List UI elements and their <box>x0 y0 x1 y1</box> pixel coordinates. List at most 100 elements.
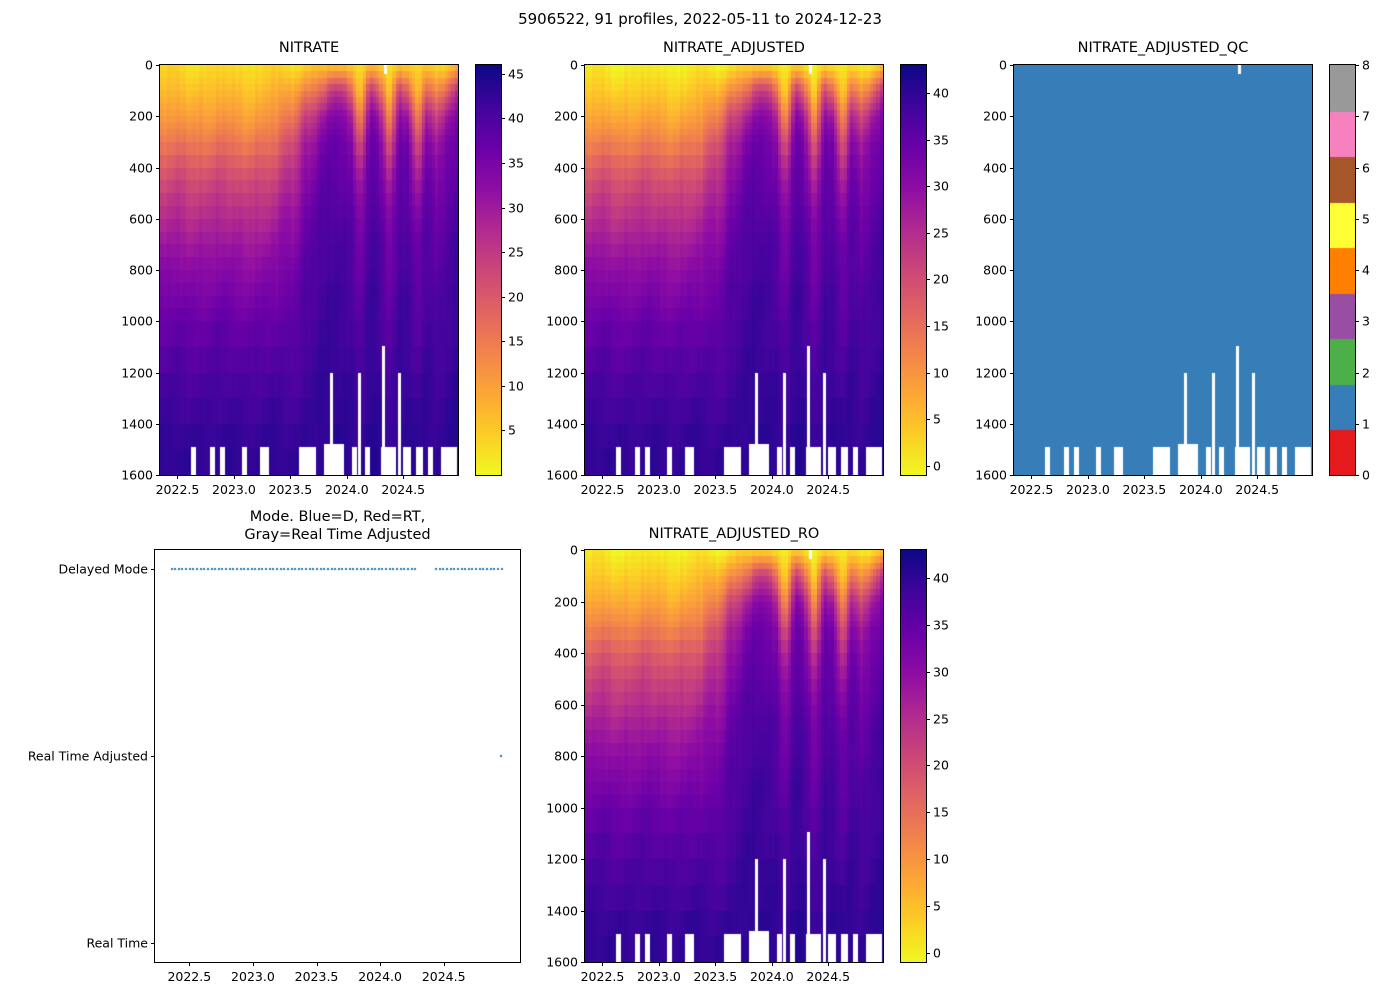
mode-plot-title: Mode. Blue=D, Red=RT, Gray=Real Time Adj… <box>155 509 520 544</box>
tick-label: 2024.0 <box>749 969 794 984</box>
tick-label: 15 <box>933 318 949 334</box>
tick-label: 1000 <box>975 313 1007 329</box>
tick-mark <box>581 372 585 374</box>
tick-label: 35 <box>933 617 949 633</box>
tick-mark <box>443 962 445 966</box>
tick-mark <box>926 905 930 907</box>
tick-mark <box>715 962 717 966</box>
tick-label: 5 <box>1362 211 1370 227</box>
tick-mark <box>156 475 160 476</box>
tick-mark <box>581 807 585 809</box>
tick-label: 5 <box>933 898 941 914</box>
tick-mark <box>581 321 585 323</box>
tick-mark <box>581 270 585 271</box>
tick-mark <box>926 92 930 94</box>
tick-mark <box>926 186 930 188</box>
tick-label: 0 <box>933 945 941 961</box>
tick-mark <box>926 232 930 234</box>
tick-mark <box>156 116 160 118</box>
tick-label: 40 <box>933 570 949 586</box>
tick-mark <box>926 671 930 673</box>
tick-mark <box>1355 270 1359 271</box>
tick-label: 10 <box>508 378 524 394</box>
nitrate-adjusted-qc-title: NITRATE_ADJUSTED_QC <box>1077 40 1249 56</box>
tick-label: 2023.5 <box>693 969 738 984</box>
tick-label: Real Time Adjusted <box>27 748 148 764</box>
tick-mark <box>151 756 155 757</box>
tick-mark <box>926 465 930 467</box>
tick-label: 40 <box>933 85 949 101</box>
tick-label: 2022.5 <box>580 482 625 497</box>
tick-mark <box>1355 372 1359 374</box>
tick-mark <box>581 167 585 169</box>
tick-label: 1400 <box>975 416 1007 432</box>
tick-mark <box>1355 321 1359 323</box>
tick-label: 15 <box>933 804 949 820</box>
tick-label: 2022.5 <box>155 482 200 497</box>
tick-label: 400 <box>554 645 578 661</box>
tick-label: 200 <box>983 108 1007 124</box>
tick-label: 2024.0 <box>1178 482 1223 497</box>
tick-label: 400 <box>129 160 153 175</box>
tick-label: 1200 <box>975 365 1007 380</box>
tick-label: 10 <box>933 851 949 867</box>
tick-mark <box>1010 65 1014 66</box>
tick-mark <box>1355 423 1359 425</box>
tick-mark <box>1010 270 1014 271</box>
tick-label: 2 <box>1362 365 1370 380</box>
tick-label: 1400 <box>546 416 578 432</box>
tick-mark <box>581 859 585 860</box>
tick-label: 20 <box>933 271 949 287</box>
tick-label: 2023.0 <box>637 482 681 497</box>
tick-label: 1600 <box>975 467 1007 483</box>
tick-label: 20 <box>508 289 524 305</box>
tick-mark <box>501 73 505 75</box>
tick-label: 4 <box>1362 262 1370 278</box>
tick-label: 2023.0 <box>231 969 275 984</box>
tick-label: 2024.0 <box>749 482 794 497</box>
tick-mark <box>771 475 773 479</box>
tick-mark <box>151 943 155 945</box>
tick-label: 0 <box>145 57 153 73</box>
tick-label: 600 <box>983 211 1007 227</box>
tick-mark <box>581 704 585 706</box>
tick-mark <box>926 139 930 141</box>
tick-mark <box>403 475 405 479</box>
nitrate-title: NITRATE <box>278 40 340 56</box>
tick-label: 2022.5 <box>167 969 212 984</box>
tick-mark <box>1087 475 1089 479</box>
tick-label: 400 <box>554 160 578 175</box>
tick-mark <box>1010 116 1014 118</box>
tick-mark <box>828 475 830 479</box>
tick-mark <box>602 475 604 479</box>
nitrate-adjusted-ro-colorbar <box>901 550 926 962</box>
tick-mark <box>501 341 505 343</box>
tick-label: 1200 <box>121 365 153 380</box>
tick-mark <box>926 372 930 374</box>
mode-plot-title-line2: Gray=Real Time Adjusted <box>244 526 431 543</box>
tick-mark <box>581 550 585 551</box>
tick-mark <box>658 475 660 479</box>
tick-mark <box>1355 475 1359 476</box>
tick-label: 2024.5 <box>381 482 426 497</box>
tick-mark <box>156 218 160 220</box>
tick-mark <box>926 812 930 814</box>
tick-mark <box>1257 475 1259 479</box>
tick-mark <box>581 423 585 425</box>
tick-mark <box>1355 65 1359 66</box>
tick-label: 2023.5 <box>693 482 738 497</box>
tick-label: 2023.0 <box>637 969 681 984</box>
tick-label: 10 <box>933 365 949 380</box>
tick-mark <box>581 218 585 220</box>
tick-label: 0 <box>570 57 578 73</box>
tick-label: 600 <box>554 211 578 227</box>
tick-mark <box>926 419 930 421</box>
tick-mark <box>233 475 235 479</box>
tick-mark <box>1355 218 1359 220</box>
tick-label: 40 <box>508 110 524 126</box>
nitrate-adjusted-ro-title: NITRATE_ADJUSTED_RO <box>648 526 820 542</box>
tick-mark <box>1010 218 1014 220</box>
tick-mark <box>501 118 505 120</box>
tick-label: 15 <box>508 333 524 349</box>
